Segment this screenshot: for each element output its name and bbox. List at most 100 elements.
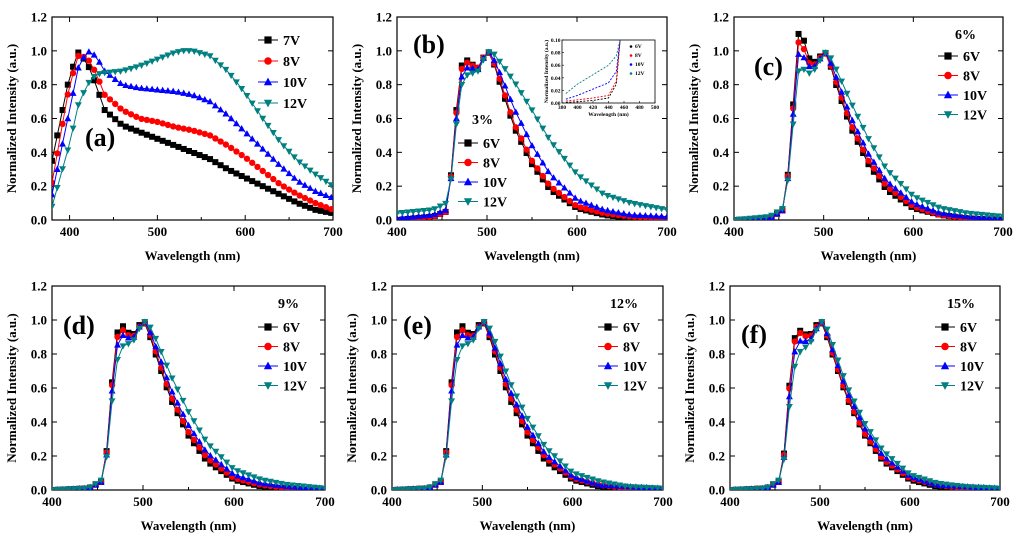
- data-point-12V: [238, 86, 246, 93]
- data-point-12V: [534, 433, 542, 440]
- inset-series-8V: [565, 39, 621, 102]
- legend-marker-10V: [263, 77, 273, 86]
- data-point-10V: [502, 375, 510, 382]
- data-point-12V: [934, 204, 942, 211]
- data-point-12V: [485, 49, 493, 56]
- data-point-7V: [143, 131, 150, 138]
- data-point-10V: [159, 86, 167, 93]
- data-point-10V: [201, 95, 209, 103]
- data-point-8V: [795, 39, 802, 46]
- legend-label-6V: 6V: [283, 321, 300, 336]
- data-point-6V: [459, 323, 466, 330]
- data-point-12V: [211, 57, 219, 65]
- data-point-10V: [95, 58, 103, 65]
- data-point-12V: [111, 69, 119, 76]
- data-point-12V: [157, 349, 165, 356]
- data-point-10V: [496, 360, 504, 367]
- data-point-10V: [143, 85, 151, 92]
- data-point-12V: [464, 341, 472, 348]
- data-point-12V: [832, 66, 840, 73]
- data-point-7V: [228, 167, 235, 174]
- data-point-12V: [974, 484, 982, 490]
- legend-marker-8V: [464, 158, 472, 167]
- legend-marker-12V: [603, 382, 613, 390]
- data-point-8V: [892, 189, 899, 197]
- data-point-12V: [544, 134, 552, 142]
- inset-x-tick-label: 460: [620, 105, 629, 111]
- data-point-12V: [179, 397, 187, 405]
- data-point-6V: [502, 95, 508, 102]
- data-point-7V: [280, 193, 287, 200]
- data-point-10V: [513, 401, 521, 408]
- legend-marker-12V: [263, 99, 273, 108]
- inset-legend-marker: [629, 63, 633, 66]
- data-point-12V: [524, 415, 531, 423]
- data-point-10V: [164, 87, 172, 94]
- inset-x-tick-label: 480: [635, 105, 644, 111]
- data-point-10V: [881, 174, 889, 182]
- data-point-8V: [174, 406, 181, 413]
- data-point-12V: [540, 441, 548, 449]
- data-point-12V: [148, 58, 156, 65]
- data-point-12V: [528, 107, 536, 114]
- data-point-10V: [201, 446, 209, 453]
- data-point-10V: [269, 155, 277, 162]
- legend-label-10V: 10V: [963, 89, 987, 104]
- data-point-7V: [180, 145, 187, 152]
- data-point-12V: [59, 166, 66, 173]
- data-point-8V: [566, 197, 573, 205]
- data-point-12V: [501, 66, 509, 73]
- y-tick-label: 0.6: [31, 381, 48, 396]
- data-point-8V: [259, 167, 266, 175]
- y-tick-label: 1.2: [713, 10, 729, 25]
- data-point-10V: [663, 213, 667, 220]
- data-point-6V: [201, 455, 208, 462]
- inset-x-tick-label: 420: [589, 105, 598, 111]
- data-point-12V: [448, 398, 456, 405]
- data-point-12V: [415, 486, 423, 490]
- legend-label-8V: 8V: [623, 341, 640, 356]
- data-point-10V: [518, 412, 526, 419]
- data-point-12V: [850, 398, 858, 405]
- data-point-6V: [454, 329, 461, 336]
- data-point-10V: [459, 331, 466, 338]
- data-point-12V: [918, 197, 926, 204]
- data-point-12V: [294, 483, 302, 490]
- data-point-7V: [96, 91, 103, 98]
- data-point-12V: [598, 190, 606, 197]
- data-point-12V: [854, 113, 862, 121]
- data-point-12V: [296, 159, 304, 166]
- x-tick-label: 600: [567, 224, 587, 239]
- legend-marker-10V: [463, 177, 473, 186]
- data-point-12V: [985, 485, 993, 490]
- data-point-12V: [74, 102, 82, 109]
- data-point-12V: [561, 463, 569, 470]
- data-point-8V: [164, 121, 172, 129]
- data-point-8V: [217, 138, 224, 145]
- data-point-10V: [545, 453, 553, 460]
- x-axis-title: Wavelength (nm): [484, 248, 580, 263]
- data-point-12V: [393, 487, 401, 490]
- data-point-12V: [53, 184, 61, 192]
- legend-label-12V: 12V: [623, 380, 647, 395]
- data-point-8V: [122, 108, 129, 115]
- data-point-6V: [119, 323, 126, 330]
- data-point-12V: [397, 210, 401, 217]
- data-point-8V: [518, 135, 525, 142]
- data-point-7V: [159, 137, 166, 144]
- data-point-12V: [92, 481, 100, 488]
- data-point-10V: [452, 114, 460, 122]
- legend: 3% 6V 8V 10V 12V: [458, 113, 507, 211]
- data-point-10V: [275, 160, 283, 167]
- x-tick-label: 600: [224, 494, 244, 509]
- x-tick-label: 500: [814, 224, 834, 239]
- data-point-10V: [69, 89, 77, 96]
- data-point-12V: [523, 98, 531, 106]
- data-point-10V: [940, 210, 948, 217]
- data-point-10V: [238, 125, 246, 132]
- legend-label-10V: 10V: [483, 176, 507, 191]
- data-point-12V: [127, 65, 135, 73]
- data-point-10V: [577, 197, 585, 204]
- data-point-10V: [409, 213, 417, 220]
- data-point-10V: [111, 75, 119, 82]
